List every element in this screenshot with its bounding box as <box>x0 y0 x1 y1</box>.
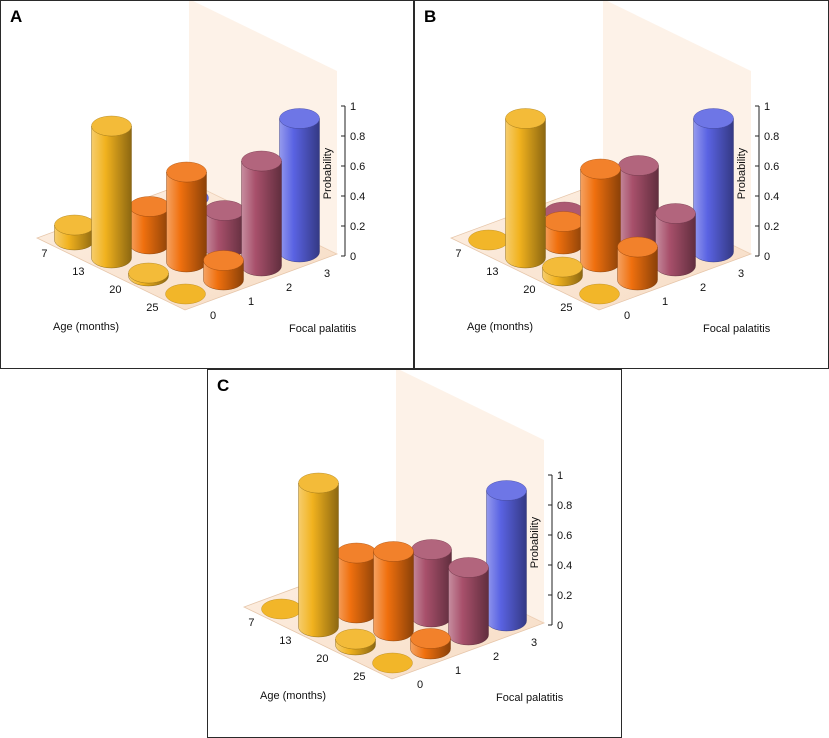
bar-age-25-score-0 <box>372 652 413 674</box>
age-tick-label: 20 <box>109 284 121 296</box>
bar-age-20-score-2 <box>411 539 452 628</box>
chart-a: 0 0.2 0.4 0.6 0.8 1 Probability 7 13 20 25 0 1 2 3 Age … <box>35 1 365 335</box>
bar-age-7-score-0 <box>468 229 509 251</box>
score-tick-label: 2 <box>700 282 706 294</box>
z-tick-label: 0 <box>350 251 356 263</box>
age-tick-label: 13 <box>486 266 498 278</box>
z-tick-label: 0.4 <box>557 560 572 572</box>
z-tick-label: 1 <box>350 101 356 113</box>
bar-age-13-score-1 <box>543 211 584 255</box>
score-tick-label: 0 <box>417 679 423 691</box>
score-tick-label: 3 <box>324 268 330 280</box>
z-tick-label: 0.8 <box>350 131 365 143</box>
z-tick-label: 0 <box>557 620 563 632</box>
z-tick-label: 0 <box>764 251 770 263</box>
z-axis-label: Probability <box>736 147 748 199</box>
bar-age-20-score-1 <box>373 541 414 642</box>
age-tick-label: 20 <box>523 284 535 296</box>
bar-age-25-score-1 <box>203 250 244 291</box>
panel-b: B 0 0.2 0.4 0.6 0.8 1 Probability 7 13 20 25 0 1 2 3 Ag… <box>414 0 829 369</box>
score-tick-label: 2 <box>493 651 499 663</box>
bar-age-13-score-0 <box>91 115 132 269</box>
bar-age-13-score-0 <box>505 108 546 269</box>
z-tick-label: 0.4 <box>350 191 365 203</box>
score-tick-label: 1 <box>662 296 668 308</box>
bar-age-25-score-1 <box>410 628 451 660</box>
age-tick-label: 7 <box>41 248 47 260</box>
panel-label: B <box>424 7 437 26</box>
z-tick-label: 0.6 <box>764 161 779 173</box>
z-tick-label: 0.2 <box>557 590 572 602</box>
score-axis-label: Focal palatitis <box>289 323 357 335</box>
score-tick-label: 1 <box>455 665 461 677</box>
age-tick-label: 13 <box>279 635 291 647</box>
bar-age-25-score-3 <box>693 108 734 263</box>
bar-age-20-score-1 <box>580 158 621 273</box>
bar-age-25-score-2 <box>448 557 489 646</box>
bar-age-25-score-0 <box>579 283 620 305</box>
bar-age-25-score-3 <box>279 108 320 263</box>
bar-age-25-score-2 <box>655 203 696 277</box>
bar-age-13-score-1 <box>129 196 170 255</box>
bar-age-20-score-2 <box>204 200 245 259</box>
age-axis-label: Age (months) <box>260 690 326 702</box>
z-tick-label: 1 <box>764 101 770 113</box>
panel-c: C 0 0.2 0.4 0.6 0.8 1 Probability 7 13 20 25 0 1 2 3 Ag… <box>207 369 622 738</box>
bar-age-7-score-0 <box>54 214 95 251</box>
score-tick-label: 3 <box>738 268 744 280</box>
bar-age-20-score-1 <box>166 161 207 273</box>
bar-age-13-score-0 <box>298 472 339 638</box>
score-tick-label: 2 <box>286 282 292 294</box>
panel-label: A <box>10 7 23 26</box>
score-tick-label: 0 <box>210 310 216 322</box>
chart-c: 0 0.2 0.4 0.6 0.8 1 Probability 7 13 20 25 0 1 2 3 Age … <box>242 370 572 704</box>
z-axis-label: Probability <box>322 147 334 199</box>
score-tick-label: 0 <box>624 310 630 322</box>
score-tick-label: 1 <box>248 296 254 308</box>
age-tick-label: 20 <box>316 653 328 665</box>
z-tick-label: 0.8 <box>557 500 572 512</box>
bar-age-20-score-0 <box>542 256 583 287</box>
age-tick-label: 13 <box>72 266 84 278</box>
panel-a: A 0 0.2 0.4 0.6 0.8 1 Probability 7 13 20 25 0 1 2 3 Ag… <box>0 0 414 369</box>
bar-age-13-score-1 <box>336 542 377 624</box>
z-tick-label: 0.6 <box>350 161 365 173</box>
bar-age-25-score-3 <box>486 480 527 632</box>
age-axis-label: Age (months) <box>467 321 533 333</box>
bar-age-25-score-1 <box>617 236 658 291</box>
bar-age-20-score-0 <box>128 262 169 287</box>
age-axis-label: Age (months) <box>53 321 119 333</box>
age-tick-label: 25 <box>146 302 158 314</box>
age-tick-label: 7 <box>248 617 254 629</box>
z-tick-label: 0.6 <box>557 530 572 542</box>
z-tick-label: 0.2 <box>764 221 779 233</box>
age-tick-label: 25 <box>353 671 365 683</box>
z-tick-label: 0.2 <box>350 221 365 233</box>
z-axis-label: Probability <box>529 516 541 568</box>
bar-age-7-score-0 <box>261 598 302 620</box>
age-tick-label: 7 <box>455 248 461 260</box>
panel-label: C <box>217 376 230 395</box>
chart-b: 0 0.2 0.4 0.6 0.8 1 Probability 7 13 20 25 0 1 2 3 Age … <box>449 1 779 335</box>
z-tick-label: 0.8 <box>764 131 779 143</box>
score-tick-label: 3 <box>531 637 537 649</box>
bar-age-25-score-0 <box>165 283 206 305</box>
score-axis-label: Focal palatitis <box>703 323 771 335</box>
bar-age-20-score-0 <box>335 628 376 656</box>
z-tick-label: 0.4 <box>764 191 779 203</box>
age-tick-label: 25 <box>560 302 572 314</box>
z-tick-label: 1 <box>557 470 563 482</box>
score-axis-label: Focal palatitis <box>496 692 564 704</box>
bar-age-25-score-2 <box>241 150 282 277</box>
